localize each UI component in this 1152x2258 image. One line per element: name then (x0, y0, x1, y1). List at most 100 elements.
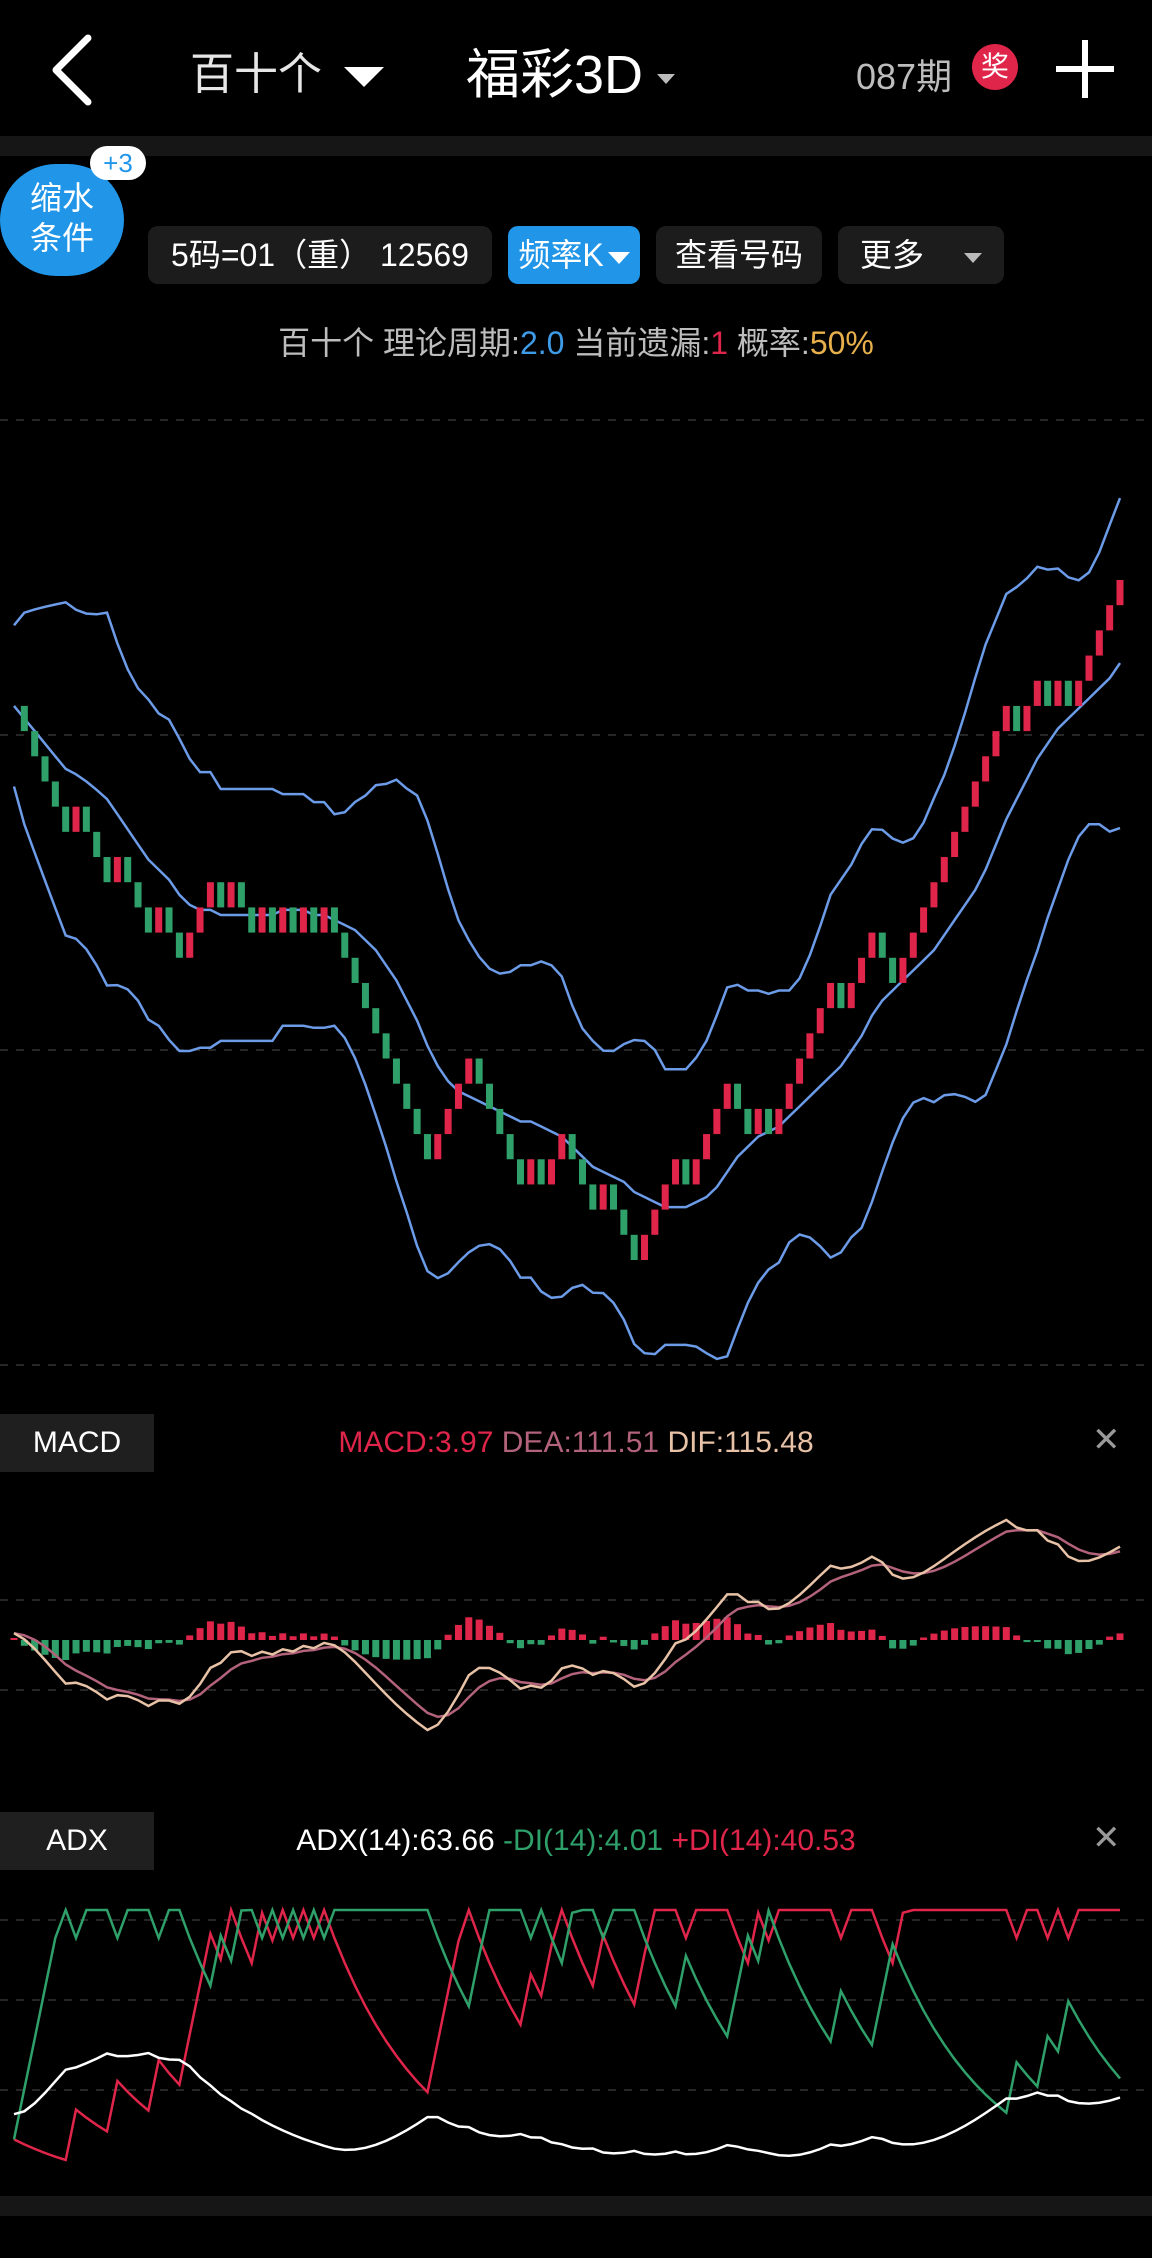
k-candle (372, 1008, 380, 1034)
macd-bar (723, 1617, 731, 1640)
k-candle (630, 1234, 638, 1260)
k-candle (310, 907, 318, 933)
frequency-k-button[interactable]: 频率K (508, 226, 640, 284)
macd-bar (196, 1628, 204, 1640)
k-candle (951, 831, 959, 858)
chevron-left-icon[interactable] (44, 30, 104, 110)
k-candle (1075, 680, 1083, 706)
k-candle (165, 907, 173, 933)
k-candle (289, 907, 297, 933)
macd-bar (992, 1626, 1000, 1640)
macd-bar (248, 1633, 256, 1640)
k-candle (496, 1108, 504, 1135)
k-candle (589, 1184, 597, 1210)
prize-badge[interactable]: 奖 (972, 44, 1018, 90)
macd-bar (961, 1626, 969, 1640)
issue-number: 087期 (856, 56, 953, 97)
macd-bar (641, 1640, 649, 1645)
k-candle (1033, 680, 1041, 706)
shrink-conditions-button[interactable]: 缩水 条件 (0, 164, 124, 276)
plus-di-line (13, 1905, 1120, 2162)
macd-bar (785, 1635, 793, 1640)
k-candle (217, 882, 225, 908)
macd-bar (413, 1640, 421, 1660)
more-button[interactable]: 更多 (838, 226, 1004, 284)
macd-bar (10, 1638, 18, 1640)
adx-tag[interactable]: ADX (0, 1812, 154, 1870)
filter-condition-button[interactable]: 5码=01（重） 12569 (148, 226, 492, 284)
macd-bar (155, 1640, 163, 1644)
close-icon[interactable]: ✕ (1092, 1819, 1121, 1857)
macd-bar (299, 1633, 307, 1640)
macd-bar (1054, 1640, 1062, 1649)
macd-bar (93, 1640, 101, 1653)
band-upper-line (13, 497, 1122, 1071)
k-candle (144, 907, 152, 933)
position-selector[interactable]: 百十个 (190, 38, 384, 102)
k-candle (444, 1108, 452, 1135)
k-candle (806, 1033, 814, 1059)
macd-bar (620, 1640, 628, 1646)
k-candle (361, 982, 369, 1009)
k-candle (82, 806, 90, 832)
macd-bar (1095, 1640, 1103, 1645)
macd-bar (651, 1633, 659, 1640)
k-candle (134, 882, 142, 908)
k-candle (868, 932, 876, 958)
macd-bar (403, 1640, 411, 1660)
dea-value: DEA:111.51 (501, 1426, 660, 1459)
k-candle (558, 1134, 566, 1160)
more-label: 更多 (859, 237, 924, 273)
k-candle (909, 932, 917, 958)
minus-di-value: -DI(14):4.01 (503, 1824, 664, 1857)
k-candle (940, 857, 948, 883)
macd-bar (258, 1632, 266, 1640)
macd-bar (868, 1629, 876, 1640)
macd-bar (1085, 1640, 1093, 1650)
k-candle (155, 907, 163, 933)
probability-value: 50% (809, 325, 874, 361)
macd-bar (889, 1640, 897, 1649)
macd-bar (558, 1628, 566, 1640)
macd-bar (330, 1636, 338, 1640)
game-title[interactable]: 福彩3D (466, 30, 676, 109)
macd-bar (144, 1640, 152, 1650)
frequency-k-chart[interactable] (0, 380, 1152, 1370)
macd-bar (796, 1631, 804, 1640)
macd-bar (1044, 1640, 1052, 1649)
plus-icon[interactable] (1052, 36, 1118, 102)
footer-bar (0, 2196, 1152, 2216)
current-miss-value: 1 (710, 325, 729, 361)
k-candle (330, 907, 338, 933)
macd-bar (361, 1640, 369, 1655)
k-candle (403, 1083, 411, 1109)
adx-values: ADX(14):63.66 -DI(14):4.01 +DI(14):40.53 (0, 1824, 1152, 1858)
caret-down-icon (344, 67, 384, 88)
k-candle (723, 1083, 731, 1109)
k-candle (1054, 680, 1062, 706)
k-candle (837, 982, 845, 1009)
macd-bar (268, 1635, 276, 1640)
macd-bar (744, 1633, 752, 1640)
macd-bar (703, 1620, 711, 1640)
macd-bar (175, 1640, 183, 1645)
macd-bar (951, 1628, 959, 1640)
macd-bar (837, 1629, 845, 1640)
k-candle (1013, 705, 1021, 732)
macd-bar (971, 1626, 979, 1640)
macd-bar (124, 1640, 132, 1646)
k-candle (651, 1209, 659, 1235)
macd-bar (62, 1640, 70, 1661)
view-numbers-button[interactable]: 查看号码 (656, 226, 822, 284)
caret-down-icon (607, 251, 630, 264)
k-candle (51, 781, 59, 807)
k-candle (579, 1159, 587, 1185)
k-candle (754, 1108, 762, 1135)
close-icon[interactable]: ✕ (1092, 1421, 1121, 1459)
k-candle (1116, 580, 1124, 606)
k-candle (858, 957, 866, 983)
shrink-label-line2: 条件 (29, 220, 94, 256)
header-divider (0, 136, 1152, 156)
macd-tag[interactable]: MACD (0, 1414, 154, 1472)
game-title-label: 福彩3D (466, 45, 644, 105)
